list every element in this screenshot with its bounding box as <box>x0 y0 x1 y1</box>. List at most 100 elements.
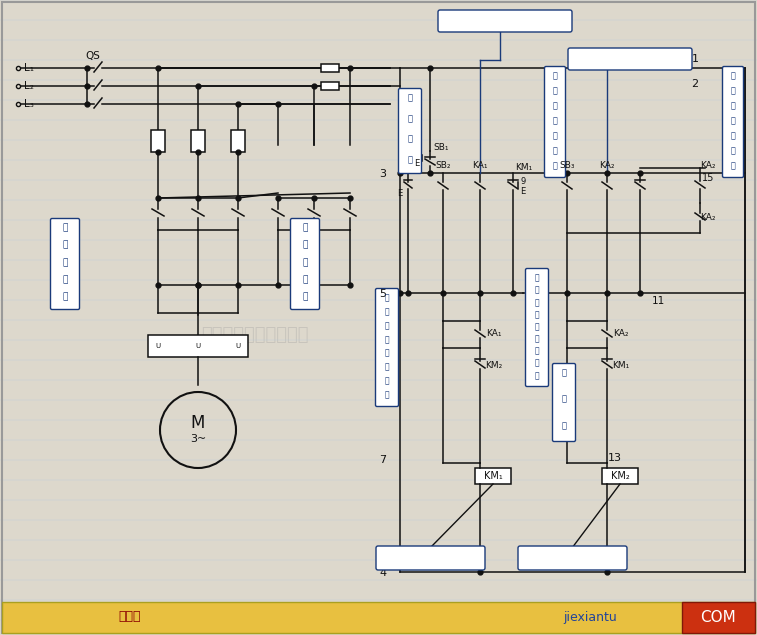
Text: 复: 复 <box>553 116 557 125</box>
Text: 动: 动 <box>553 86 557 95</box>
Text: 位: 位 <box>553 131 557 140</box>
FancyBboxPatch shape <box>291 218 319 309</box>
Text: SB₃: SB₃ <box>559 161 575 170</box>
Text: KA₂: KA₂ <box>613 328 629 337</box>
Text: 位: 位 <box>731 131 735 140</box>
Text: 及: 及 <box>534 298 539 307</box>
Text: E: E <box>520 187 525 196</box>
Text: 片: 片 <box>553 161 557 170</box>
Text: 15: 15 <box>702 173 714 183</box>
FancyBboxPatch shape <box>51 218 79 309</box>
Text: 接线图: 接线图 <box>119 610 142 624</box>
Text: 转: 转 <box>385 335 389 344</box>
Text: 停: 停 <box>407 93 413 102</box>
Text: 转: 转 <box>62 241 67 250</box>
Text: 3: 3 <box>379 169 387 179</box>
Text: 反转接触器线圈: 反转接触器线圈 <box>552 553 593 563</box>
Text: E: E <box>414 159 419 168</box>
FancyBboxPatch shape <box>438 10 572 32</box>
Text: 触: 触 <box>731 146 735 155</box>
Text: U: U <box>195 343 201 349</box>
Bar <box>321 64 339 72</box>
Text: 正转接触器线圈: 正转接触器线圈 <box>410 553 451 563</box>
Text: 正转自动控制触点: 正转自动控制触点 <box>480 16 530 26</box>
Text: 动: 动 <box>534 347 539 356</box>
Text: L₃: L₃ <box>24 99 34 109</box>
Bar <box>2 602 755 633</box>
Text: COM: COM <box>700 610 736 624</box>
Text: KA₂: KA₂ <box>700 213 716 222</box>
Text: 启: 启 <box>385 349 389 358</box>
Text: 9: 9 <box>520 177 525 185</box>
Text: E: E <box>397 189 403 197</box>
Text: 动: 动 <box>534 286 539 295</box>
Text: L₁: L₁ <box>24 63 34 73</box>
Bar <box>682 602 755 633</box>
Text: KA₂: KA₂ <box>600 161 615 170</box>
Text: 3~: 3~ <box>190 434 206 444</box>
Text: 反: 反 <box>534 310 539 319</box>
FancyBboxPatch shape <box>518 546 627 570</box>
Text: 13: 13 <box>608 453 622 463</box>
Text: 接: 接 <box>407 135 413 144</box>
Text: 动: 动 <box>385 363 389 371</box>
Text: KA₁: KA₁ <box>486 328 502 337</box>
FancyBboxPatch shape <box>525 269 549 387</box>
Text: 触: 触 <box>553 146 557 155</box>
Text: SB₂: SB₂ <box>435 161 450 170</box>
Text: 动: 动 <box>385 307 389 316</box>
Text: 触: 触 <box>62 276 67 284</box>
Text: 手: 手 <box>534 274 539 283</box>
FancyBboxPatch shape <box>722 67 743 178</box>
FancyBboxPatch shape <box>398 88 422 173</box>
Text: KM₁: KM₁ <box>484 471 503 481</box>
Text: 接: 接 <box>62 258 67 267</box>
Text: 键: 键 <box>562 421 566 430</box>
Text: 器: 器 <box>62 293 67 302</box>
Bar <box>191 130 205 152</box>
Text: 5: 5 <box>379 289 387 299</box>
Text: 1: 1 <box>691 54 699 64</box>
FancyBboxPatch shape <box>544 67 565 178</box>
Bar <box>148 335 248 357</box>
Text: M: M <box>191 414 205 432</box>
Text: 片: 片 <box>385 390 389 399</box>
Text: 11: 11 <box>651 296 665 306</box>
Text: 4: 4 <box>379 568 387 578</box>
FancyBboxPatch shape <box>568 48 692 70</box>
Text: KM₂: KM₂ <box>611 471 629 481</box>
Text: 片: 片 <box>731 161 735 170</box>
Text: 2: 2 <box>691 79 699 89</box>
Text: 触: 触 <box>302 276 307 284</box>
Text: KM₂: KM₂ <box>485 361 503 370</box>
Text: 自: 自 <box>731 102 735 110</box>
FancyBboxPatch shape <box>553 363 575 441</box>
Text: L₂: L₂ <box>24 81 34 91</box>
Text: 反转自动控制触点: 反转自动控制触点 <box>605 54 655 64</box>
Text: 反: 反 <box>302 224 307 232</box>
Bar <box>475 468 511 484</box>
Bar <box>321 82 339 90</box>
Text: 止: 止 <box>407 114 413 123</box>
Text: SB₁: SB₁ <box>433 144 448 152</box>
Text: 钮: 钮 <box>407 156 413 164</box>
Text: 7: 7 <box>379 455 387 465</box>
Text: 转: 转 <box>302 241 307 250</box>
Bar <box>231 130 245 152</box>
Text: 接: 接 <box>302 258 307 267</box>
Text: KA₂: KA₂ <box>700 161 716 170</box>
Text: 手: 手 <box>385 293 389 302</box>
Text: U: U <box>235 343 241 349</box>
Bar <box>602 468 638 484</box>
Text: 正: 正 <box>62 224 67 232</box>
Text: jiexiantu: jiexiantu <box>563 610 617 624</box>
Text: 手: 手 <box>731 72 735 81</box>
Text: KM₁: KM₁ <box>515 163 532 173</box>
Text: 按: 按 <box>534 359 539 368</box>
Text: 锁: 锁 <box>562 395 566 404</box>
FancyBboxPatch shape <box>375 288 398 406</box>
Text: 钮: 钮 <box>534 371 539 380</box>
Text: 动: 动 <box>731 86 735 95</box>
Text: 自: 自 <box>553 102 557 110</box>
Bar <box>151 130 165 152</box>
